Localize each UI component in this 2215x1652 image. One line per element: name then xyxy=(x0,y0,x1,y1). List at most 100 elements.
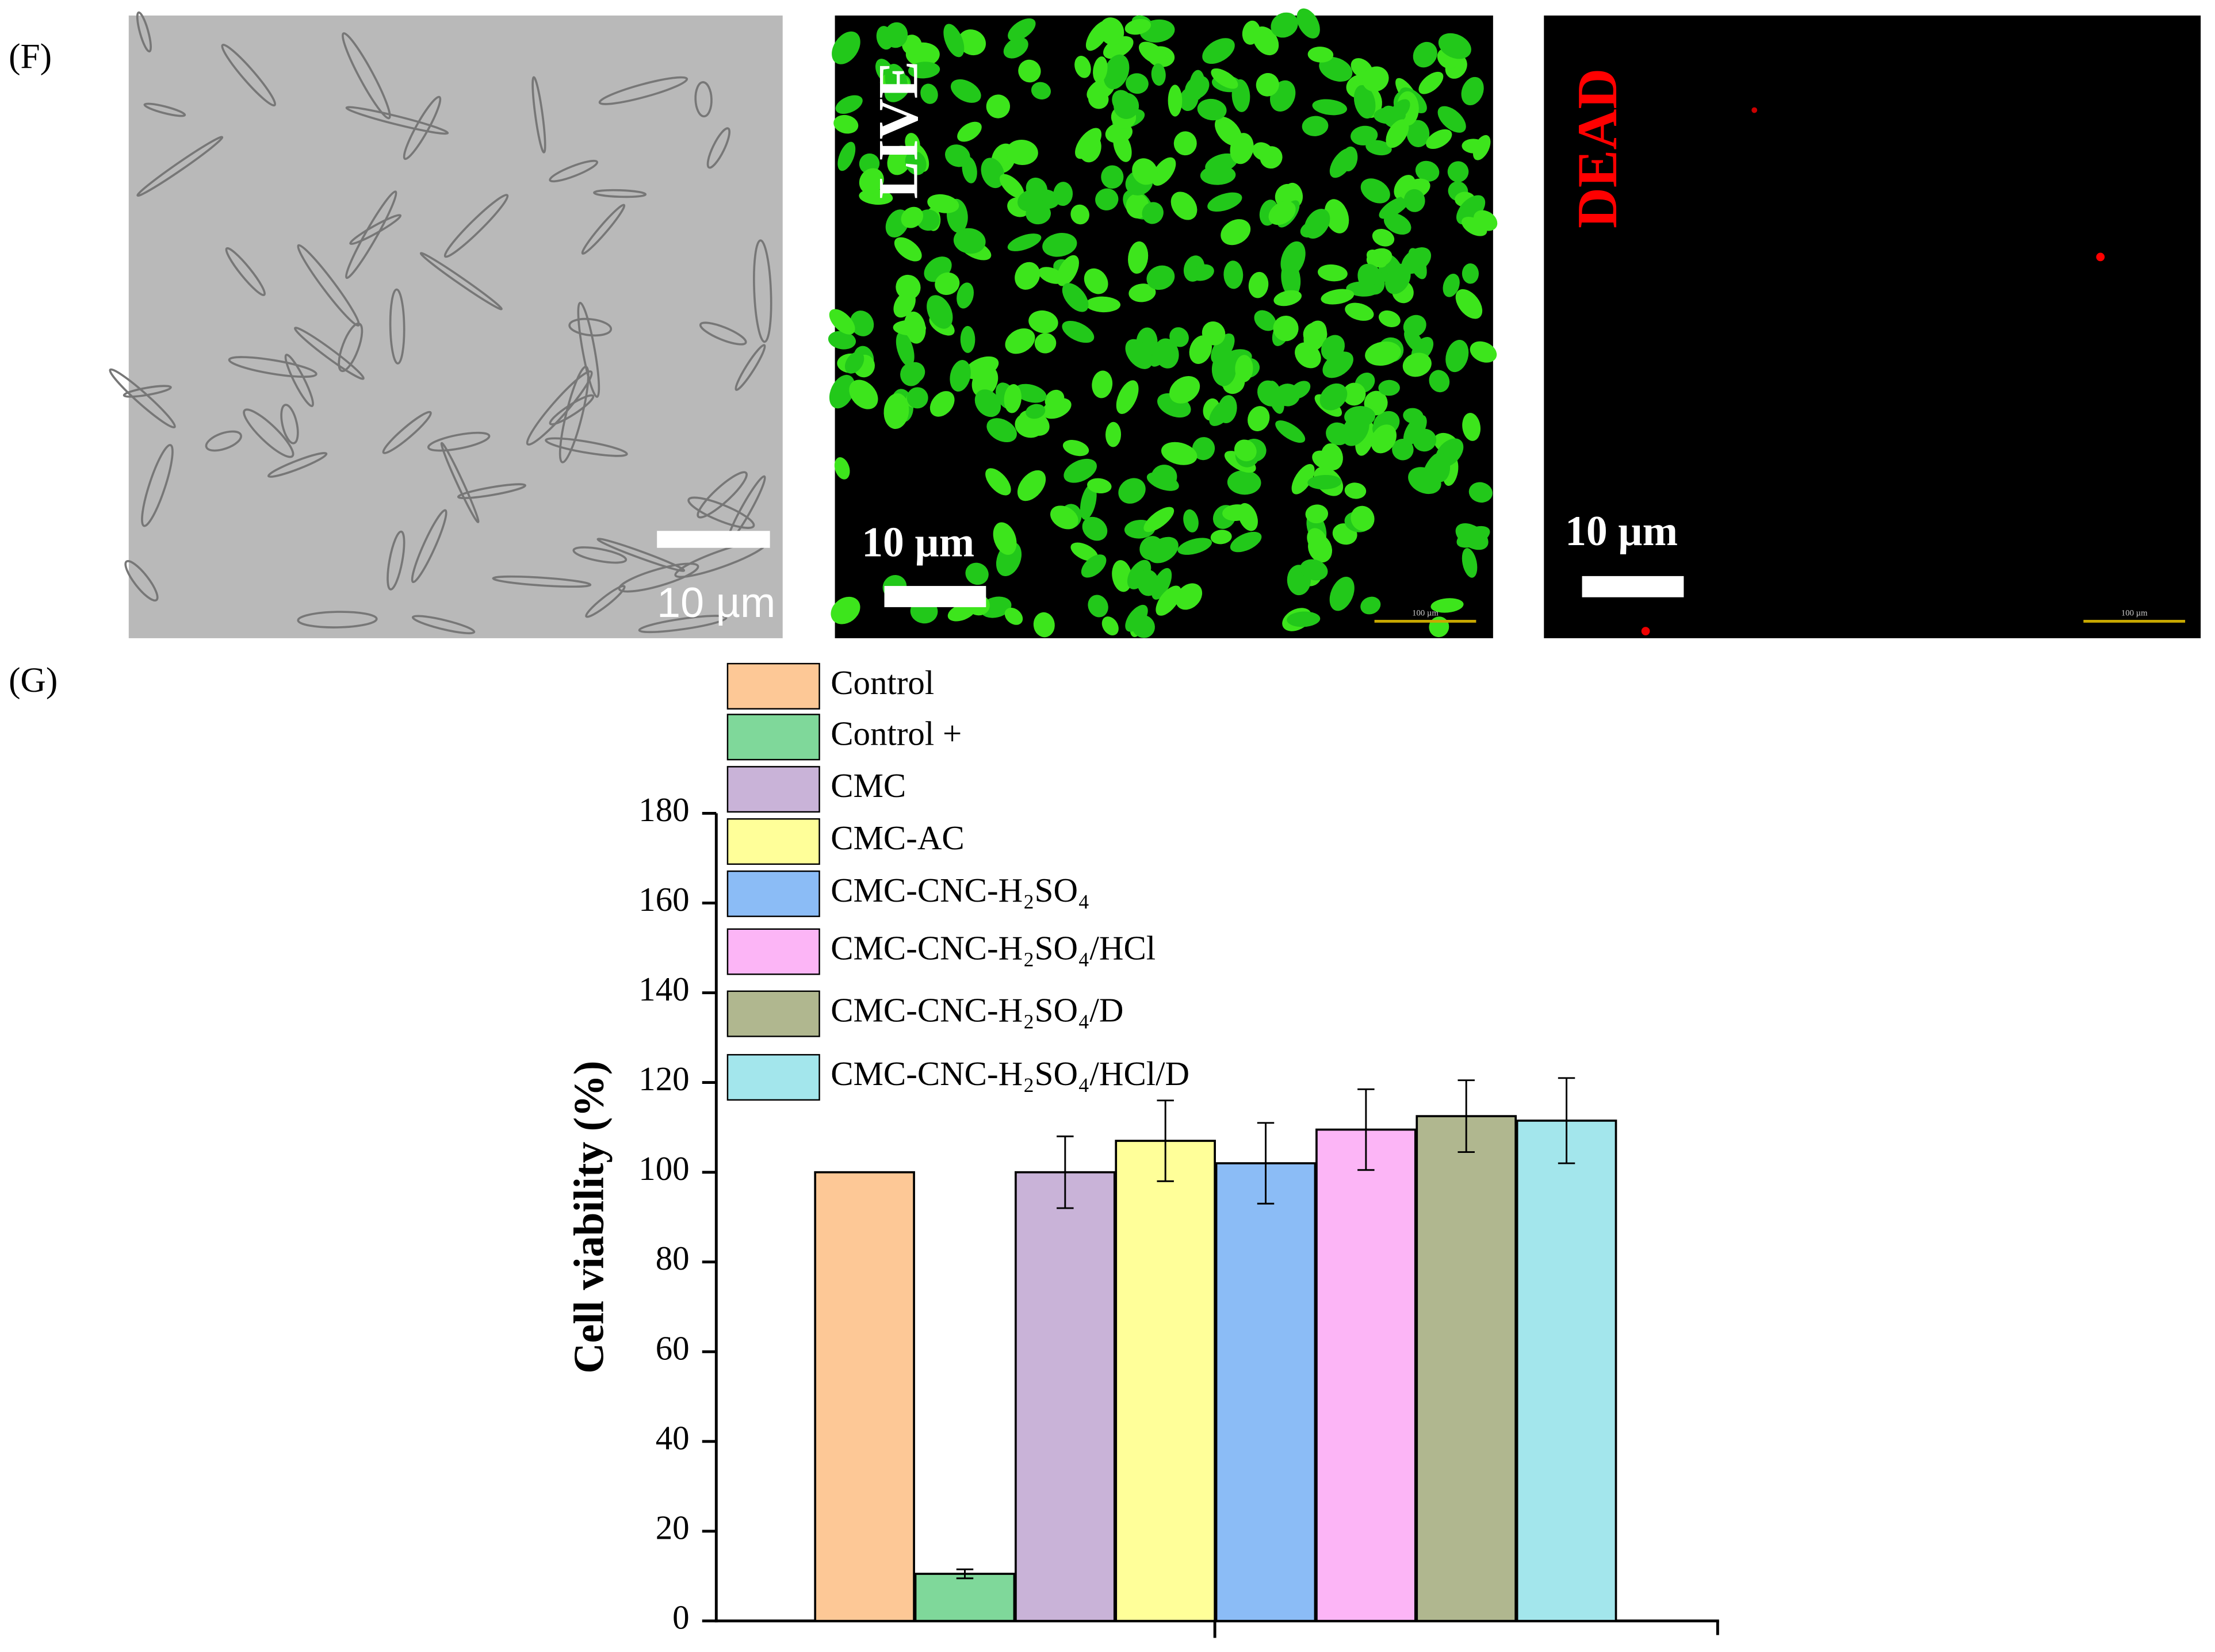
live-cell xyxy=(837,141,856,171)
live-cell xyxy=(906,387,928,409)
live-cell xyxy=(832,31,860,64)
live-cell xyxy=(1287,611,1321,627)
live-cell xyxy=(1017,470,1046,501)
live-cell xyxy=(1151,568,1172,600)
live-cell xyxy=(1268,201,1296,225)
cell xyxy=(205,430,242,452)
legend-swatch xyxy=(726,662,820,710)
bar xyxy=(814,1171,915,1622)
live-cell xyxy=(1256,73,1279,97)
live-cell xyxy=(1353,85,1376,119)
cell xyxy=(243,408,294,458)
live-cell xyxy=(1057,255,1079,286)
live-cell xyxy=(1438,33,1471,59)
live-cell xyxy=(1042,233,1077,257)
error-bar xyxy=(1357,1088,1375,1171)
live-cell xyxy=(1362,66,1389,92)
live-cell xyxy=(1008,18,1036,41)
live-cell xyxy=(1413,428,1437,452)
live-cell xyxy=(1143,507,1175,532)
cell xyxy=(694,81,713,118)
live-cell xyxy=(1103,54,1130,90)
live-cell xyxy=(1307,474,1342,490)
live-cell xyxy=(1074,56,1091,78)
live-cell xyxy=(844,351,864,374)
cell xyxy=(545,437,628,457)
live-cell xyxy=(896,332,915,367)
live-cells xyxy=(828,8,1498,638)
live-cell xyxy=(1018,59,1041,83)
legend-label: CMC-CNC-H₂SO₄ xyxy=(831,871,1089,909)
live-cell xyxy=(1006,139,1038,165)
live-cell xyxy=(1372,228,1395,247)
y-tick-label: 180 xyxy=(638,791,689,829)
live-cell xyxy=(1139,536,1164,560)
live-cell xyxy=(1092,370,1113,398)
live-cell xyxy=(1404,328,1424,352)
cell xyxy=(697,471,748,519)
live-cell xyxy=(960,325,975,353)
stain-label: DEAD xyxy=(1566,68,1629,228)
live-cell xyxy=(1053,182,1073,206)
live-cell xyxy=(1470,341,1497,363)
live-cell xyxy=(1028,310,1058,334)
cell xyxy=(225,247,266,296)
live-cell xyxy=(1151,465,1177,489)
live-cell xyxy=(957,121,982,142)
live-cell xyxy=(1386,119,1409,148)
live-cell xyxy=(1189,335,1212,364)
live-cell xyxy=(1351,125,1378,145)
cell xyxy=(593,189,647,198)
live-cell xyxy=(1403,408,1424,424)
panel-label: (G) xyxy=(9,661,58,700)
live-cell xyxy=(1385,263,1411,294)
live-cell xyxy=(833,114,859,134)
live-cell xyxy=(1017,189,1043,212)
live-cell xyxy=(1462,139,1486,154)
live-cell xyxy=(986,418,1017,443)
live-cell xyxy=(953,228,986,254)
bar xyxy=(914,1573,1016,1622)
live-cell xyxy=(1252,142,1274,161)
cell xyxy=(284,354,314,407)
live-cell xyxy=(1230,531,1262,553)
live-cell xyxy=(1080,484,1097,520)
live-cell xyxy=(958,29,986,56)
live-cell xyxy=(1366,250,1387,268)
live-cell xyxy=(829,309,855,335)
live-cell xyxy=(1344,482,1367,499)
y-tick-label: 120 xyxy=(638,1060,689,1098)
live-cell xyxy=(1045,389,1065,409)
cell xyxy=(734,344,766,391)
dead-cell xyxy=(1751,107,1758,113)
live-cell xyxy=(974,389,1001,417)
y-tick-label: 20 xyxy=(656,1508,690,1546)
live-cell xyxy=(1085,296,1121,313)
cell xyxy=(753,239,772,343)
live-cell xyxy=(1415,160,1440,182)
stain-label: LIVE xyxy=(867,61,929,199)
live-cell xyxy=(971,366,999,397)
live-cell xyxy=(1402,352,1432,377)
live-cell xyxy=(1304,209,1330,239)
cell xyxy=(572,546,628,564)
live-cell xyxy=(893,320,927,336)
error-bar xyxy=(1457,1079,1475,1153)
cell xyxy=(577,301,600,398)
y-tick-label: 140 xyxy=(638,970,689,1008)
live-cell xyxy=(887,145,912,175)
scale-label: 10 µm xyxy=(1565,507,1678,554)
live-cell xyxy=(1473,210,1498,231)
live-cell xyxy=(1462,413,1481,441)
live-cell xyxy=(1275,420,1306,443)
cell xyxy=(382,411,432,454)
scale-bar-label: 100 µm xyxy=(1412,609,1439,618)
live-cell xyxy=(831,596,860,624)
scale-label: 10 µm xyxy=(862,518,974,565)
live-cell xyxy=(1034,333,1057,354)
live-cell xyxy=(920,83,938,104)
live-cell xyxy=(1152,157,1176,186)
legend-label: Control + xyxy=(831,714,962,752)
live-cell xyxy=(1101,616,1119,636)
